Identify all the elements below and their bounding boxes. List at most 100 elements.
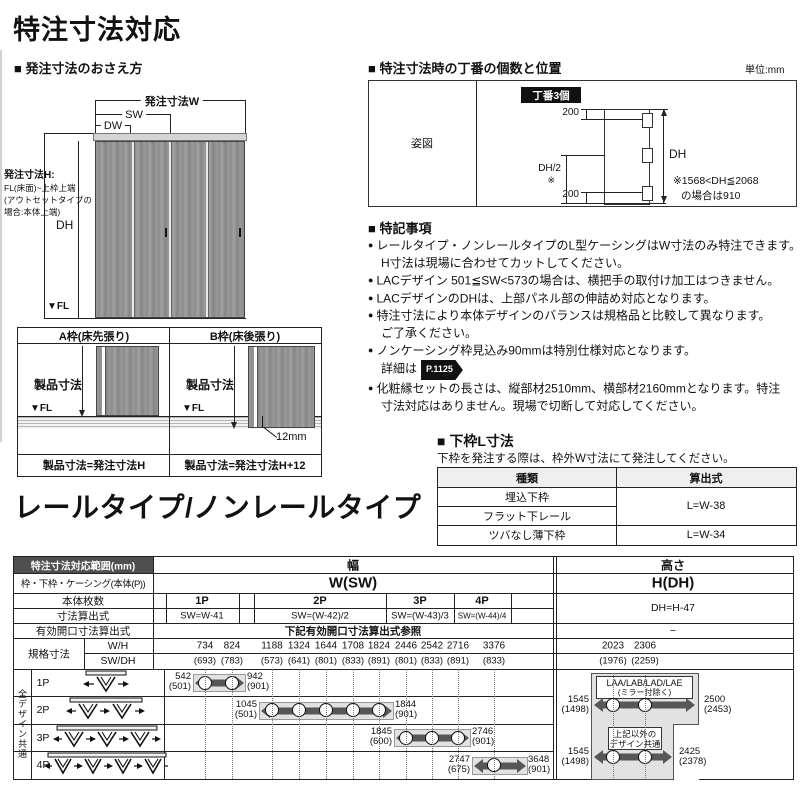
dim-tick <box>44 133 95 134</box>
design-other-line1: 上記以外の <box>613 729 657 739</box>
table-line <box>14 751 554 752</box>
grid-dotted-line <box>458 669 459 779</box>
panels-row-label: 本体枚数 <box>62 595 104 607</box>
std-w: 1824 <box>367 640 391 651</box>
cell-formula-3: L=W-34 <box>686 528 726 541</box>
note-line: LACデザインのDHは、上部パネル部の伸詰め対応となります。 <box>368 290 800 308</box>
std-dh: (1976) <box>599 655 627 667</box>
range-min-3p: 1845 (600) <box>360 727 392 747</box>
w-sw-label: W(SW) <box>328 574 378 592</box>
dim-tick <box>170 114 171 133</box>
folding-door-icon-4p <box>44 752 168 775</box>
table-line <box>438 525 796 526</box>
dim-200-top: 200 <box>562 107 579 118</box>
note-line: ノンケーシング枠見込み90mmは特別仕様対応となります。 <box>368 342 800 360</box>
hinge-section-heading: ■ 特注寸法時の丁番の個数と位置 <box>368 61 562 76</box>
main-dimension-table: 特注寸法対応範囲(mm) 幅 高さ 枠・下枠・ケーシング(本体(P)) W(SW… <box>13 556 794 780</box>
range-max-value: 3648 <box>528 754 550 765</box>
grid-dotted-line <box>326 669 327 779</box>
table-line <box>438 506 616 507</box>
door-panels <box>95 141 245 318</box>
dim-label-dw: DW <box>100 120 126 132</box>
note-line: H寸法は現場に合わせてカットしてください。 <box>381 255 629 270</box>
dim-label-h-line3: 場合:本体上端) <box>4 207 61 217</box>
arrowhead <box>660 109 667 116</box>
std-sw: (833) <box>420 655 444 667</box>
grid-dotted-line <box>299 669 300 779</box>
table-line <box>166 593 167 623</box>
cell-type-2: フラット下レール <box>483 510 571 523</box>
std-w: 1324 <box>287 640 311 651</box>
table-line <box>84 638 85 669</box>
range-arrow <box>600 753 666 760</box>
opening-row-label: 有効開口寸法算出式 <box>35 625 131 637</box>
table-line <box>553 557 554 779</box>
height-min-2: 1545 (1498) <box>558 747 589 767</box>
note-line: 寸法対応はありません。現場で切断して対応してください。 <box>381 398 704 413</box>
panel-2p: 2P <box>313 594 327 607</box>
table-line <box>556 557 557 779</box>
std-w: 2446 <box>394 640 418 651</box>
frame-a-title: A枠(床先張り) <box>58 331 130 343</box>
table-line <box>153 557 154 669</box>
range-max-1p: 942 (901) <box>247 672 269 692</box>
std-sw: (891) <box>446 655 470 667</box>
panel-joint <box>169 142 172 317</box>
panel-joint <box>132 142 135 317</box>
grid-dotted-line <box>494 669 495 779</box>
note-line: ご了承ください。 <box>381 326 478 341</box>
opening-h-dash: − <box>669 624 677 637</box>
frame-row-label: 枠・下枠・ケーシング(本体(P)) <box>20 579 146 590</box>
range-min-1p: 542 (501) <box>163 672 191 692</box>
range-max-3p: 2746 (901) <box>472 727 494 747</box>
std-sw: (573) <box>260 655 284 667</box>
dim-line <box>566 155 567 203</box>
frame-gap <box>102 347 106 415</box>
table-line <box>476 81 477 206</box>
product-arrow-b <box>234 346 235 426</box>
range-min-2p: 1045 (501) <box>225 700 257 720</box>
height-region-notch <box>673 724 699 780</box>
std-w: 2716 <box>446 640 470 651</box>
table-line <box>31 669 32 779</box>
hinge-note-line2: の場合は910 <box>681 190 741 202</box>
note-line: レールタイプ・ノンレールタイプのL型ケーシングはW寸法のみ特注できます。 <box>368 237 800 255</box>
order-section-heading: ■ 発注寸法のおさえ方 <box>14 61 143 76</box>
grid-dotted-line <box>353 669 354 779</box>
frame-b-fl: ▼FL <box>182 403 205 414</box>
table-header-bg <box>438 468 796 487</box>
std-sw: (641) <box>287 655 311 667</box>
door-handle <box>165 228 167 237</box>
frame-a-fl: ▼FL <box>30 403 53 414</box>
dim-line <box>581 192 643 193</box>
row-label-4p: 4P <box>36 759 50 771</box>
table-line <box>14 724 554 725</box>
dim-dh2-mark: ※ <box>547 175 555 185</box>
wh-label: W/H <box>107 639 129 652</box>
table-line <box>164 669 165 779</box>
opening-ref: 下記有効開口寸法算出式参照 <box>284 625 422 637</box>
arrowhead <box>79 410 85 417</box>
fl-label: ▼FL <box>47 301 70 312</box>
table-line <box>438 487 796 488</box>
table-line <box>14 573 793 574</box>
dim-line <box>650 109 668 110</box>
dim-label-h-line2: (アウトセットタイプの <box>4 195 92 205</box>
table-line <box>84 653 793 654</box>
table-line <box>14 696 554 697</box>
folding-door-icon-2p <box>66 697 145 720</box>
folding-door-icon-3p <box>53 725 161 748</box>
std-sw: (833) <box>482 655 506 667</box>
range-min-value: 1845 <box>370 726 392 737</box>
range-max-value: 2746 <box>472 726 494 737</box>
range-max-value: 2500 <box>704 694 726 705</box>
shimowaku-table: 種類 算出式 埋込下枠 フラット下レール L=W-38 ツバなし薄下枠 L=W-… <box>437 467 797 546</box>
page-title: 特注寸法対応 <box>13 15 181 45</box>
design-codes-note: (ミラー付除く) <box>617 688 672 697</box>
height-range-bar-2 <box>593 749 673 764</box>
dim-label-h-line1: FL(床面)~上枠上端 <box>4 183 76 193</box>
std-w: 2542 <box>420 640 444 651</box>
range-arrow <box>201 679 238 687</box>
grid-dotted-line <box>232 669 233 779</box>
hinge-diagram-box: 姿図 丁番3個 200 200 DH/2 ※ DH ※1568<DH≦2068 … <box>368 80 797 207</box>
